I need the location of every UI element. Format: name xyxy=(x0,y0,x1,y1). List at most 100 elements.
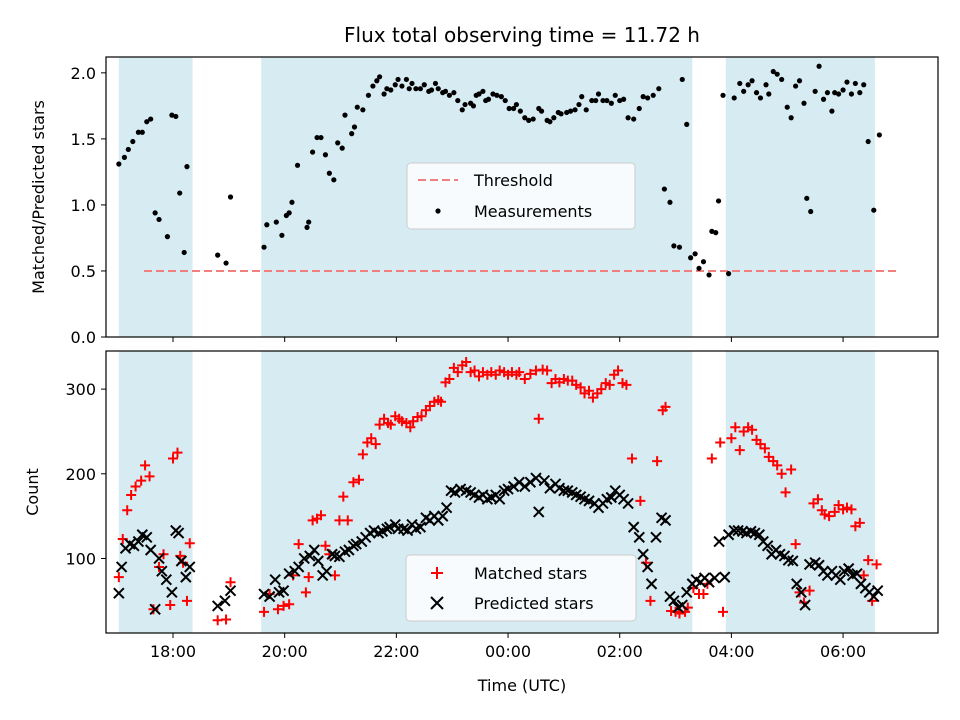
plot-frame-bottom xyxy=(105,350,939,634)
matched-star-point xyxy=(863,555,874,566)
predicted-star-point xyxy=(868,590,880,603)
predicted-star-point xyxy=(761,540,774,552)
measurement-point xyxy=(517,108,523,114)
matched-star-point xyxy=(225,577,236,588)
matched-star-point xyxy=(871,559,882,570)
measurement-point xyxy=(384,86,390,92)
legend-top: Threshold Measurements xyxy=(406,162,636,230)
x-tick-label: 20:00 xyxy=(262,642,308,661)
legend-predicted-swatch xyxy=(430,596,444,610)
measurement-point xyxy=(706,272,712,278)
plot-frame-top xyxy=(105,56,939,338)
measurement-point xyxy=(173,113,179,120)
predicted-star-point xyxy=(871,584,884,597)
measurement-point xyxy=(749,78,755,84)
predicted-star-point xyxy=(269,573,281,586)
measurement-point xyxy=(696,265,702,271)
measurement-point xyxy=(322,152,329,158)
measurement-point xyxy=(700,259,707,265)
x-tick-label: 18:00 xyxy=(150,642,196,661)
measurement-point xyxy=(435,86,441,92)
measurement-point xyxy=(766,91,772,97)
measurement-point xyxy=(326,170,332,176)
measurement-point xyxy=(876,132,882,138)
measurement-point xyxy=(857,90,863,96)
measurement-point xyxy=(753,90,760,96)
measurement-point xyxy=(608,100,614,106)
matched-star-point xyxy=(416,411,427,422)
measurement-point xyxy=(801,100,807,106)
predicted-star-point xyxy=(851,568,863,580)
measurement-point xyxy=(286,210,292,216)
predicted-star-point xyxy=(583,495,595,507)
measurement-point xyxy=(264,222,270,228)
matched-star-point xyxy=(136,475,147,486)
measurement-point xyxy=(617,97,623,104)
predicted-star-point xyxy=(799,599,811,611)
matched-star-point xyxy=(259,606,270,617)
measurement-point xyxy=(485,96,492,102)
predicted-star-point xyxy=(713,535,725,548)
measurement-point xyxy=(310,149,316,155)
measurement-point xyxy=(763,82,769,88)
measurement-point xyxy=(551,115,557,121)
measurement-point xyxy=(804,195,810,201)
measurement-point xyxy=(812,88,818,94)
measurement-point xyxy=(227,194,234,200)
measurement-point xyxy=(392,82,398,88)
matched-star-point xyxy=(772,460,783,471)
matched-star-point xyxy=(113,572,124,583)
matched-star-point xyxy=(674,608,685,619)
measurement-point xyxy=(116,161,122,167)
measurement-point xyxy=(595,91,602,97)
measurement-point xyxy=(388,87,394,93)
legend-measurements-label: Measurements xyxy=(474,202,592,221)
matched-star-point xyxy=(718,606,729,617)
measurement-point xyxy=(395,76,401,83)
predicted-star-point xyxy=(440,501,453,514)
axis-ticks-bottom: 100 200 300 18:00 20:00 22:00 00:00 02:00 04:00 0… xyxy=(65,380,866,661)
x-tick-label: 22:00 xyxy=(373,642,419,661)
predicted-star-point xyxy=(437,510,449,522)
measurement-point xyxy=(836,91,842,97)
measurement-point xyxy=(600,97,606,104)
matched-star-point xyxy=(334,515,345,526)
predicted-star-point xyxy=(533,506,545,518)
measurement-point xyxy=(442,88,449,94)
matched-star-point xyxy=(357,449,368,460)
measurement-point xyxy=(820,96,827,102)
matched-star-point xyxy=(652,456,663,467)
predicted-star-point xyxy=(180,571,192,583)
matched-star-point xyxy=(841,502,852,513)
measurement-point xyxy=(470,103,477,109)
measurement-point xyxy=(589,97,595,104)
matched-star-point xyxy=(366,433,377,444)
ratio-panel: Flux total observing time = 11.72 h Matc… xyxy=(29,23,939,347)
matched-star-point xyxy=(730,422,741,433)
matched-star-point xyxy=(804,585,815,596)
matched-star-point xyxy=(374,419,385,430)
matched-star-point xyxy=(660,401,671,412)
predicted-star-point xyxy=(277,584,290,597)
matched-star-point xyxy=(165,600,176,611)
predicted-star-point xyxy=(718,571,731,583)
predicted-star-point xyxy=(132,535,145,548)
matched-star-point xyxy=(824,511,835,522)
measurement-point xyxy=(547,119,553,125)
measurement-point xyxy=(709,228,715,234)
matched-star-point xyxy=(790,539,801,550)
measurement-point xyxy=(455,97,461,104)
predicted-star-point xyxy=(308,544,320,556)
x-tick-label: 06:00 xyxy=(820,642,866,661)
measurement-point xyxy=(318,134,324,141)
measurement-point xyxy=(840,87,846,93)
matched-star-point xyxy=(469,365,480,376)
measurement-point xyxy=(715,198,722,204)
measurement-point xyxy=(177,190,183,196)
measurement-point xyxy=(779,76,785,83)
predicted-star-point xyxy=(795,586,807,599)
y-tick-label: 100 xyxy=(65,549,96,568)
shaded-interval-2 xyxy=(725,351,875,633)
legend-predicted-label: Predicted stars xyxy=(474,594,594,613)
measurement-point xyxy=(621,96,627,102)
